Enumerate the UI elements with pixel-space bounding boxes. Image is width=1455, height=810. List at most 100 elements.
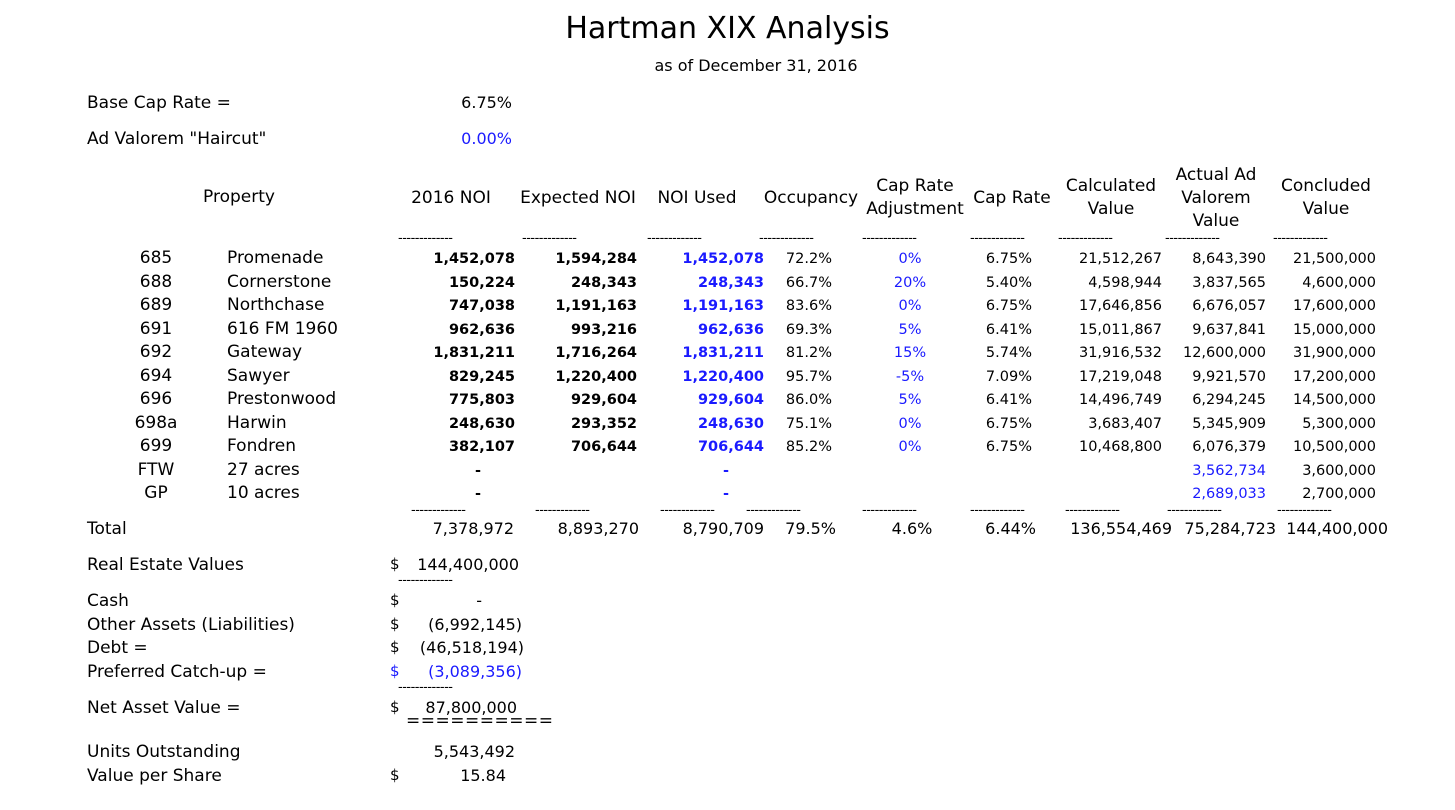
- haircut-label: Ad Valorem "Haircut": [87, 129, 267, 149]
- property-id: 698a: [134, 412, 178, 433]
- currency-symbol: $: [390, 638, 400, 656]
- expected-noi: 1,220,400: [555, 368, 637, 385]
- property-name: Prestonwood: [227, 389, 337, 409]
- separator: -------------: [1167, 504, 1222, 517]
- cap-rate-adjustment: 5%: [898, 392, 922, 408]
- cap-rate-adjustment: 20%: [893, 274, 927, 291]
- header-noi-used: NOI Used: [657, 188, 737, 208]
- real-estate-value: 144,400,000: [417, 555, 519, 574]
- concluded-value: 17,600,000: [1292, 298, 1376, 314]
- noi-used: 1,831,211: [682, 345, 764, 361]
- separator: -------------: [660, 504, 715, 517]
- property-name: Sawyer: [227, 365, 290, 386]
- expected-noi: 1,191,163: [555, 298, 637, 314]
- header-cap-rate-adjustment: Cap Rate Adjustment: [866, 176, 964, 219]
- header-actual-ad-valorem-value: Actual Ad Valorem Value: [1175, 165, 1257, 231]
- concluded-value: 5,300,000: [1302, 415, 1376, 432]
- property-name: Gateway: [227, 342, 303, 362]
- separator: -------------: [398, 574, 453, 587]
- double-rule: ==========: [406, 711, 554, 731]
- property-id: 689: [139, 295, 173, 315]
- noi-used: 1,191,163: [682, 298, 764, 314]
- expected-noi: 1,716,264: [555, 345, 637, 361]
- total-calculated-value: 136,554,469: [1070, 519, 1172, 538]
- total-expected-noi: 8,893,270: [557, 519, 639, 538]
- noi-2016: 248,630: [448, 415, 515, 432]
- separator: -------------: [411, 504, 466, 517]
- header-calculated-value: Calculated Value: [1065, 176, 1157, 219]
- noi-2016: 775,803: [448, 392, 515, 408]
- property-name: Cornerstone: [227, 271, 332, 292]
- separator: -------------: [862, 232, 917, 245]
- property-name: Harwin: [227, 412, 287, 433]
- noi-2016: 1,831,211: [433, 345, 515, 361]
- total-cap-rate: 6.44%: [985, 519, 1036, 538]
- noi-2016: 150,224: [448, 274, 515, 291]
- total-occupancy: 79.5%: [785, 519, 836, 538]
- property-name: Promenade: [227, 248, 324, 268]
- noi-2016: 747,038: [448, 298, 515, 314]
- cap-rate-adjustment: 5%: [898, 321, 922, 338]
- separator: -------------: [1277, 504, 1332, 517]
- value-per-share-label: Value per Share: [87, 766, 222, 786]
- property-id: GP: [144, 483, 168, 503]
- actual-ad-valorem-value: 12,600,000: [1182, 345, 1266, 361]
- concluded-value: 14,500,000: [1292, 392, 1376, 408]
- actual-ad-valorem-value: 3,562,734: [1192, 462, 1266, 479]
- total-2016-noi: 7,378,972: [432, 519, 514, 538]
- occupancy: 95.7%: [785, 368, 832, 385]
- actual-ad-valorem-value: 6,076,379: [1192, 439, 1266, 455]
- occupancy: 85.2%: [785, 439, 832, 455]
- concluded-value: 2,700,000: [1302, 486, 1376, 502]
- other-assets-value: (6,992,145): [428, 615, 522, 634]
- nav-value: 87,800,000: [425, 698, 517, 717]
- header-2016-noi: 2016 NOI: [411, 188, 491, 208]
- expected-noi: 1,594,284: [555, 251, 637, 267]
- noi-used: -: [722, 486, 730, 502]
- currency-symbol: $: [390, 615, 400, 633]
- calculated-value: 17,646,856: [1078, 298, 1162, 314]
- preferred-catchup-value: (3,089,356): [428, 662, 522, 681]
- property-id: 696: [139, 389, 173, 409]
- base-cap-rate-value: 6.75%: [461, 93, 512, 112]
- debt-value: (46,518,194): [419, 638, 524, 657]
- cash-value: -: [476, 591, 482, 610]
- concluded-value: 21,500,000: [1292, 251, 1376, 267]
- cap-rate-adjustment: 15%: [893, 345, 927, 361]
- concluded-value: 4,600,000: [1302, 274, 1376, 291]
- property-name: 27 acres: [227, 459, 300, 480]
- separator: -------------: [1065, 504, 1120, 517]
- actual-ad-valorem-value: 2,689,033: [1192, 486, 1266, 502]
- noi-2016: -: [474, 486, 482, 502]
- occupancy: 66.7%: [785, 274, 832, 291]
- expected-noi: 993,216: [570, 321, 637, 338]
- property-id: 685: [139, 248, 173, 268]
- cap-rate-adjustment: 0%: [898, 415, 922, 432]
- cap-rate: 6.75%: [985, 439, 1032, 455]
- occupancy: 69.3%: [785, 321, 832, 338]
- property-name: 616 FM 1960: [227, 318, 338, 339]
- property-name: Fondren: [227, 436, 296, 456]
- cap-rate-adjustment: 0%: [898, 298, 922, 314]
- noi-2016: 382,107: [448, 439, 515, 455]
- property-id: FTW: [137, 459, 175, 480]
- actual-ad-valorem-value: 6,676,057: [1192, 298, 1266, 314]
- cap-rate: 5.40%: [985, 274, 1032, 291]
- noi-used: 248,630: [697, 415, 764, 432]
- occupancy: 75.1%: [785, 415, 832, 432]
- concluded-value: 15,000,000: [1292, 321, 1376, 338]
- noi-2016: 1,452,078: [433, 251, 515, 267]
- noi-used: 248,343: [697, 274, 764, 291]
- cap-rate: 6.75%: [985, 298, 1032, 314]
- separator: -------------: [398, 681, 453, 694]
- noi-used: 929,604: [697, 392, 764, 408]
- header-occupancy: Occupancy: [763, 188, 859, 208]
- property-id: 688: [139, 271, 173, 292]
- separator: -------------: [970, 504, 1025, 517]
- occupancy: 83.6%: [785, 298, 832, 314]
- cash-label: Cash: [87, 591, 129, 611]
- cap-rate-adjustment: 0%: [898, 251, 922, 267]
- actual-ad-valorem-value: 9,637,841: [1192, 321, 1266, 338]
- expected-noi: 929,604: [570, 392, 637, 408]
- separator: -------------: [535, 504, 590, 517]
